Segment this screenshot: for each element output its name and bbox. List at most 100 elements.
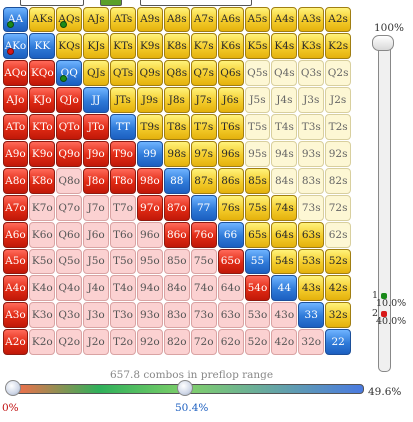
hand-cell[interactable]: J9s (136, 87, 163, 114)
hand-cell[interactable]: 62s (325, 221, 352, 248)
hand-cell[interactable]: A5o (2, 248, 29, 275)
hand-cell[interactable]: Q9o (56, 140, 83, 167)
hand-cell[interactable]: 96o (136, 221, 163, 248)
hand-cell[interactable]: K3s (298, 33, 325, 60)
hand-cell[interactable]: T7o (110, 194, 136, 221)
hand-cell[interactable]: Q3s (298, 60, 325, 87)
hand-cell[interactable]: 98s (163, 140, 190, 167)
hand-cell[interactable]: 82s (325, 167, 352, 194)
hand-cell[interactable]: Q7s (190, 60, 217, 87)
hand-cell[interactable]: 97o (136, 194, 163, 221)
hand-cell[interactable]: J2s (325, 87, 352, 114)
hand-cell[interactable]: Q2o (56, 329, 83, 356)
hand-cell[interactable]: 73o (190, 302, 217, 329)
hand-cell[interactable]: 53o (244, 302, 271, 329)
hand-cell[interactable]: A8o (2, 167, 29, 194)
hand-cell[interactable]: 74o (190, 275, 217, 302)
hand-cell[interactable]: JTs (110, 87, 136, 114)
hand-cell[interactable]: 85o (163, 248, 190, 275)
hand-cell[interactable]: J5s (244, 87, 271, 114)
hand-cell[interactable]: 87o (163, 194, 190, 221)
hand-cell[interactable]: K6s (217, 33, 244, 60)
hand-cell[interactable]: A9o (2, 140, 29, 167)
hand-cell[interactable]: Q8s (163, 60, 190, 87)
hand-cell[interactable]: 64o (217, 275, 244, 302)
hand-cell[interactable]: Q8o (56, 167, 83, 194)
hand-cell[interactable]: 33 (298, 302, 325, 329)
hand-cell[interactable]: AQo (2, 60, 29, 87)
hand-cell[interactable]: A6s (217, 6, 244, 33)
hand-cell[interactable]: Q4o (56, 275, 83, 302)
hand-cell[interactable]: T9o (110, 140, 136, 167)
hand-cell[interactable]: 93o (136, 302, 163, 329)
hand-cell[interactable]: J4s (271, 87, 298, 114)
hand-cell[interactable]: K5s (244, 33, 271, 60)
hand-cell[interactable]: AQs (56, 6, 83, 33)
hand-cell[interactable]: A6o (2, 221, 29, 248)
hand-cell[interactable]: K7o (29, 194, 56, 221)
hand-cell[interactable]: 44 (271, 275, 298, 302)
hand-cell[interactable]: KJo (29, 87, 56, 114)
hand-cell[interactable]: J7o (83, 194, 110, 221)
hand-cell[interactable]: QTo (56, 114, 83, 140)
hand-cell[interactable]: J3s (298, 87, 325, 114)
hand-cell[interactable]: Q5s (244, 60, 271, 87)
vertical-slider-thumb[interactable] (372, 35, 394, 51)
hand-cell[interactable]: 62o (217, 329, 244, 356)
hand-cell[interactable]: 54o (244, 275, 271, 302)
hand-cell[interactable]: A2o (2, 329, 29, 356)
hand-cell[interactable]: 86s (217, 167, 244, 194)
hand-cell[interactable]: AA (2, 6, 29, 33)
hand-cell[interactable]: 72s (325, 194, 352, 221)
hand-cell[interactable]: 94o (136, 275, 163, 302)
hand-cell[interactable]: 84o (163, 275, 190, 302)
hand-cell[interactable]: 83s (298, 167, 325, 194)
hand-cell[interactable]: Q7o (56, 194, 83, 221)
hand-cell[interactable]: 76o (190, 221, 217, 248)
hand-cell[interactable]: 43o (271, 302, 298, 329)
hand-cell[interactable]: J6s (217, 87, 244, 114)
hand-cell[interactable]: 93s (298, 140, 325, 167)
hand-cell[interactable]: T7s (190, 114, 217, 140)
range-slider-left-thumb[interactable] (5, 380, 21, 396)
hand-cell[interactable]: K7s (190, 33, 217, 60)
hand-cell[interactable]: T4s (271, 114, 298, 140)
hand-cell[interactable]: A7o (2, 194, 29, 221)
hand-cell[interactable]: K2o (29, 329, 56, 356)
hand-cell[interactable]: Q3o (56, 302, 83, 329)
hand-cell[interactable]: A8s (163, 6, 190, 33)
hand-cell[interactable]: QJs (83, 60, 110, 87)
hand-cell[interactable]: 22 (325, 329, 352, 356)
hand-cell[interactable]: 84s (271, 167, 298, 194)
hand-cell[interactable]: K4o (29, 275, 56, 302)
hand-cell[interactable]: A4s (271, 6, 298, 33)
hand-cell[interactable]: A2s (325, 6, 352, 33)
hand-cell[interactable]: K9s (136, 33, 163, 60)
hand-cell[interactable]: 95s (244, 140, 271, 167)
hand-cell[interactable]: JJ (83, 87, 110, 114)
hand-cell[interactable]: 85s (244, 167, 271, 194)
hand-cell[interactable]: A4o (2, 275, 29, 302)
hand-cell[interactable]: 75o (190, 248, 217, 275)
hand-cell[interactable]: T6s (217, 114, 244, 140)
hand-cell[interactable]: K3o (29, 302, 56, 329)
hand-cell[interactable]: 63o (217, 302, 244, 329)
hand-cell[interactable]: 42o (271, 329, 298, 356)
hand-cell[interactable]: J9o (83, 140, 110, 167)
hand-cell[interactable]: T8s (163, 114, 190, 140)
hand-cell[interactable]: 52o (244, 329, 271, 356)
hand-cell[interactable]: 75s (244, 194, 271, 221)
hand-cell[interactable]: K8o (29, 167, 56, 194)
hand-cell[interactable]: K8s (163, 33, 190, 60)
hand-cell[interactable]: KQs (56, 33, 83, 60)
hand-cell[interactable]: AJo (2, 87, 29, 114)
hand-cell[interactable]: Q6o (56, 221, 83, 248)
hand-cell[interactable]: 32o (298, 329, 325, 356)
hand-cell[interactable]: 66 (217, 221, 244, 248)
hand-cell[interactable]: ATo (2, 114, 29, 140)
hand-cell[interactable]: A3o (2, 302, 29, 329)
hand-cell[interactable]: 65s (244, 221, 271, 248)
hand-cell[interactable]: QTs (110, 60, 136, 87)
hand-cell[interactable]: KTo (29, 114, 56, 140)
hand-cell[interactable]: A3s (298, 6, 325, 33)
